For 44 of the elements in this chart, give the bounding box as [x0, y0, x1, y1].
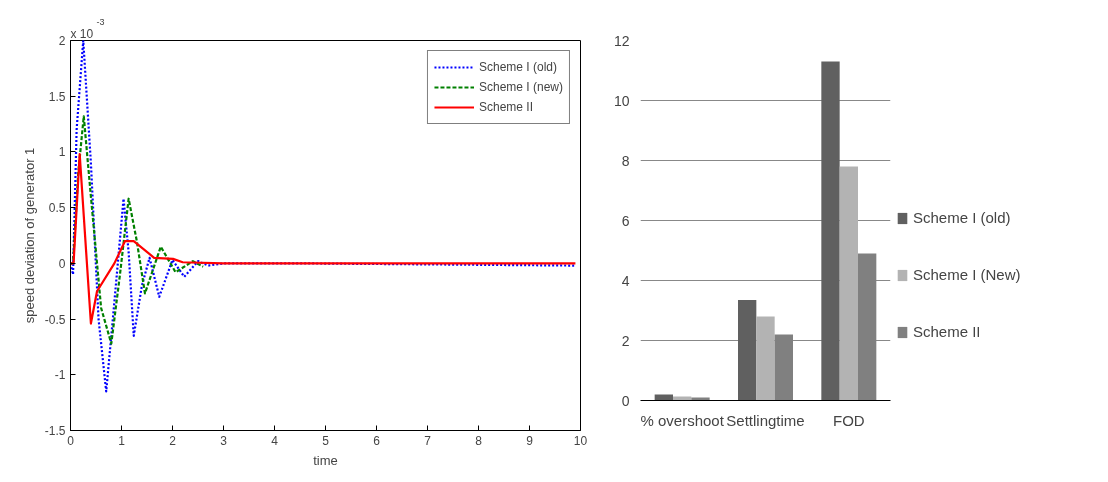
x-tick-label: % overshoot: [640, 411, 725, 429]
y-tick-label: 10: [613, 92, 630, 109]
y-tick-label: 0.5: [48, 201, 66, 216]
x-tick-label: 7: [424, 433, 432, 448]
legend-label: Scheme I (old): [478, 60, 557, 74]
y-axis-title: speed deviation of generator 1: [21, 147, 37, 324]
x-tick-label: 10: [573, 433, 588, 448]
y-tick-label: -1.5: [44, 424, 66, 438]
y-tick-label: 2: [58, 34, 66, 48]
x-tick-label: 9: [526, 433, 534, 448]
y-tick-label: -1: [54, 368, 66, 383]
x-tick-label: 8: [475, 433, 483, 448]
x-tick-label: 6: [373, 433, 381, 448]
bar: [756, 316, 775, 401]
x-tick-label: 5: [322, 433, 330, 448]
bar: [738, 300, 757, 401]
legend-label: Scheme I (new): [478, 80, 563, 94]
x-tick-label: 3: [220, 433, 228, 448]
y-tick-label: 4: [621, 272, 630, 289]
x-tick-label: 4: [271, 433, 279, 448]
y-tick-label: 6: [621, 212, 630, 229]
line-series: [70, 115, 205, 345]
legend-label: Scheme II: [913, 323, 981, 340]
y-tick-label: -0.5: [44, 312, 66, 327]
y-tick-label: 8: [621, 152, 630, 169]
x-tick-label: 2: [169, 433, 177, 448]
y-tick-label: 1.5: [48, 89, 66, 104]
legend-label: Scheme I (New): [913, 266, 1021, 283]
line-series: [70, 153, 577, 325]
y-tick-label: 12: [613, 32, 630, 49]
x-tick-label: Settlingtime: [726, 411, 805, 429]
annotation: x 10-3: [70, 16, 105, 41]
y-tick-label: 0: [58, 256, 66, 271]
legend-label: Scheme II: [478, 100, 533, 114]
x-tick-label: 1: [118, 433, 126, 448]
line-series: [70, 40, 577, 393]
y-tick-label: 1: [58, 145, 66, 160]
x-tick-label: FOD: [833, 411, 865, 429]
y-tick-label: 0: [621, 392, 630, 409]
legend-label: Scheme I (old): [913, 209, 1011, 226]
bar: [839, 166, 858, 401]
x-axis-title: time: [313, 452, 338, 468]
y-tick-label: 2: [621, 332, 630, 349]
bar: [821, 61, 840, 401]
